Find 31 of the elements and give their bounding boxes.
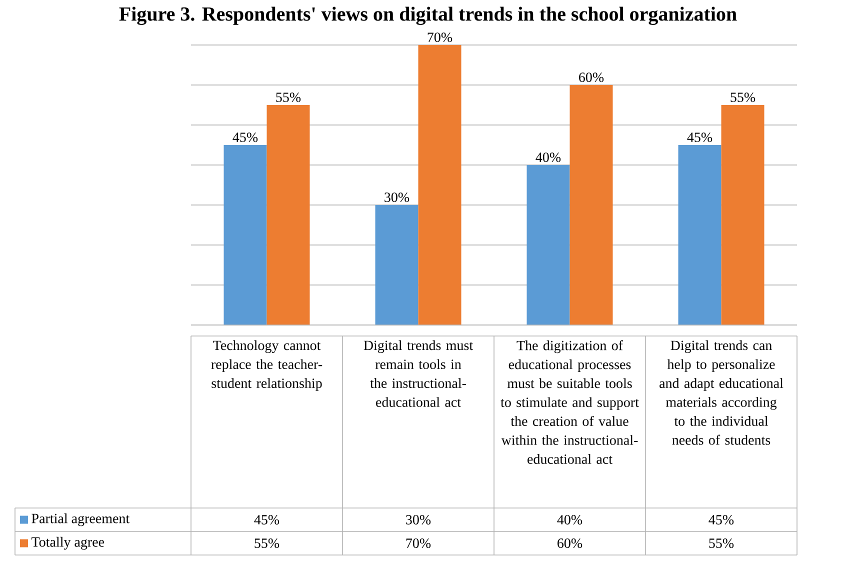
text: 70%	[428, 32, 452, 42]
text: 45%	[232, 132, 258, 142]
data-label: 45%	[708, 515, 734, 524]
data-label: 55%	[709, 538, 734, 548]
x-tick-label: Technology cannot replace the teacher-student relationship	[211, 340, 322, 391]
text: 45%	[687, 132, 712, 142]
text: 60%	[579, 72, 604, 82]
data-label: 45%	[254, 515, 280, 524]
bar	[418, 45, 462, 325]
data-label: 55%	[254, 538, 280, 548]
data-label: 60%	[558, 538, 582, 548]
text: 30%	[384, 192, 410, 202]
chart-title: Figure 3. Respondents' views on digital trends in the school organization	[119, 6, 737, 25]
text: 55%	[730, 92, 756, 102]
bar	[224, 145, 267, 325]
bar	[375, 205, 418, 325]
x-tick-label: Digital trends must remain tools in the instructional-educational act	[364, 340, 474, 407]
x-tick-label: Digital trends can help to personalize and adapt educational materials according to the individual needs of students	[660, 340, 784, 445]
text: 40%	[536, 152, 561, 162]
legend-label: Totally agree	[32, 536, 104, 550]
data-label: 70%	[406, 538, 431, 548]
data-label: 30%	[406, 515, 431, 524]
bar	[570, 85, 613, 325]
bar	[721, 105, 764, 325]
bar	[526, 165, 570, 325]
data-label: 40%	[557, 515, 582, 524]
bar	[266, 105, 310, 325]
bar	[678, 145, 722, 325]
x-tick-label: The digitization of educational processes must be suitable tools to stimulate and support the creation of value within the instructional-educational act	[500, 340, 639, 464]
text: 55%	[276, 92, 301, 102]
legend-label: Partial agreement	[32, 513, 130, 526]
